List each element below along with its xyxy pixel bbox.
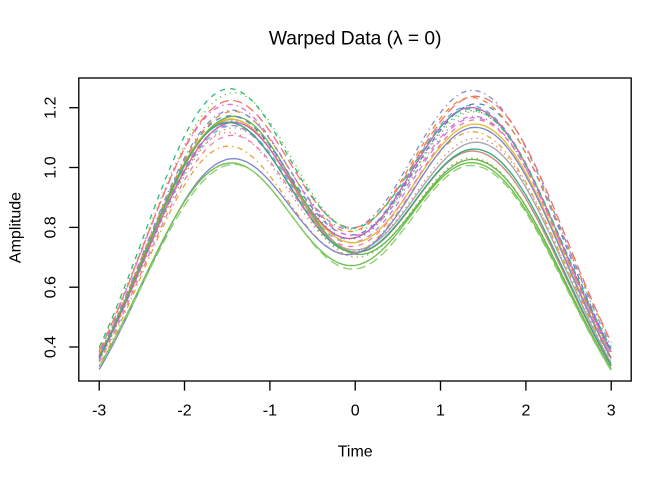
- svg-text:0: 0: [351, 403, 360, 420]
- svg-text:Warped Data (λ = 0): Warped Data (λ = 0): [269, 29, 442, 50]
- svg-text:Amplitude: Amplitude: [8, 192, 25, 263]
- svg-text:3: 3: [607, 403, 616, 420]
- svg-text:0.6: 0.6: [42, 276, 59, 298]
- svg-text:-2: -2: [177, 403, 191, 420]
- svg-text:-1: -1: [263, 403, 277, 420]
- svg-text:Time: Time: [338, 444, 373, 461]
- svg-text:1.2: 1.2: [42, 96, 59, 118]
- svg-text:2: 2: [521, 403, 530, 420]
- svg-text:1: 1: [436, 403, 445, 420]
- svg-text:0.4: 0.4: [42, 336, 59, 358]
- svg-text:1.0: 1.0: [42, 156, 59, 178]
- svg-text:-3: -3: [92, 403, 106, 420]
- svg-text:0.8: 0.8: [42, 216, 59, 238]
